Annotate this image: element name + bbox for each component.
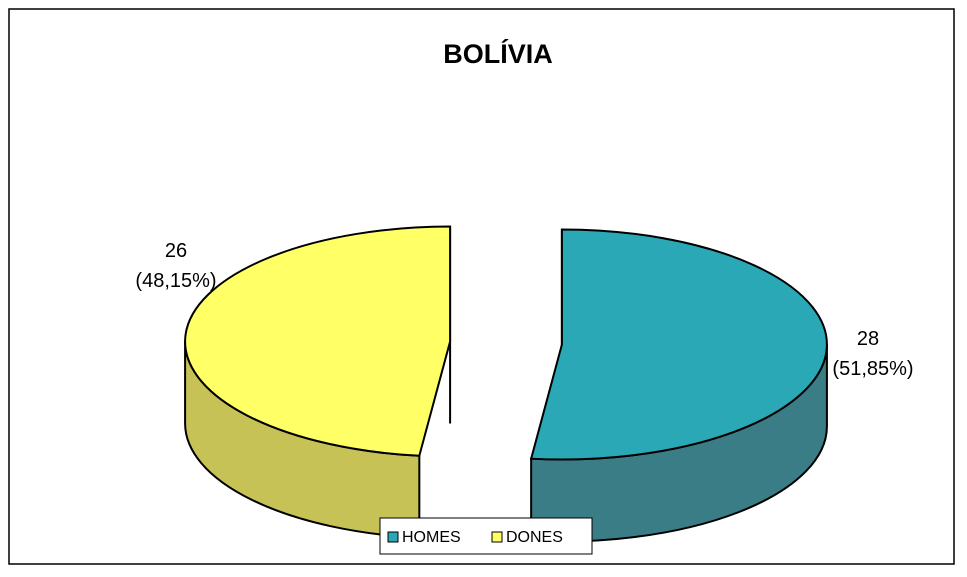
data-label-homes-percent: (51,85%) [832,358,913,380]
pie-top-homes [529,228,828,461]
data-label-dones-percent: (48,15%) [135,270,216,292]
data-label-homes-value: 28 [857,328,879,350]
legend-swatch-dones [491,531,503,543]
legend-label-dones: DONES [506,529,563,546]
data-label-dones-value: 26 [165,240,187,262]
chart-title: BOLÍVIA [443,38,553,69]
pie-top-dones [184,225,452,457]
legend-swatch-homes [387,531,399,543]
pie-slices [184,225,828,543]
legend-label-homes: HOMES [402,529,461,546]
legend: HOMES DONES [379,517,593,555]
pie-chart: BOLÍVIA 28 (51,85%) 26 (48,15%) HOMES DO… [8,8,955,565]
legend-box [379,517,593,555]
pie-slice-dones [184,225,452,539]
chart-frame: BOLÍVIA 28 (51,85%) 26 (48,15%) HOMES DO… [8,8,955,565]
